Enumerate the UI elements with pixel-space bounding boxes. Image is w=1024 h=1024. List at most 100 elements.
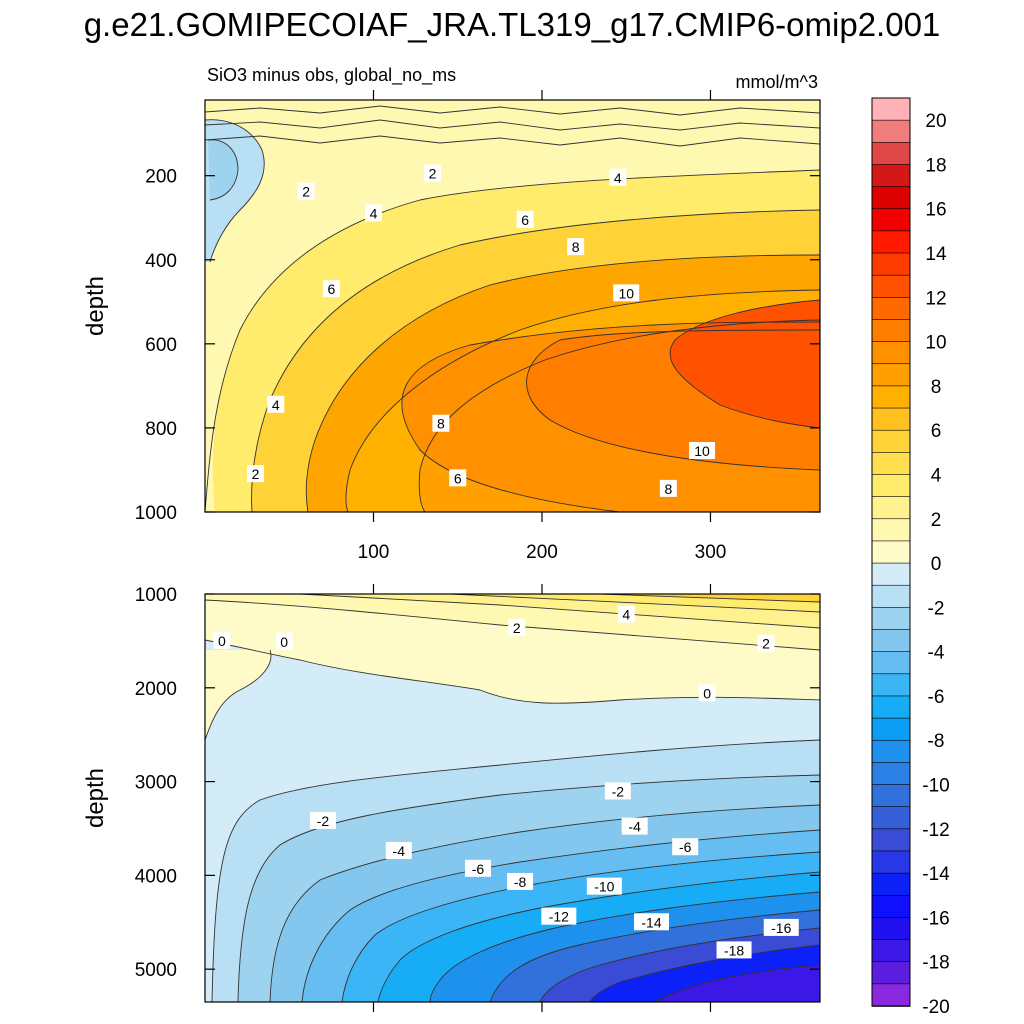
colorbar-swatch [871,274,911,299]
colorbar-label: 6 [931,421,942,442]
colorbar-swatch [871,208,911,232]
contour-label: 10 [618,285,634,301]
colorbar-label: 8 [931,377,942,398]
colorbar-swatch [871,452,911,476]
colorbar-swatch [871,252,911,276]
bottom-ylabel: depth [82,768,109,828]
x-tick-label: 300 [695,542,727,563]
contour-label-bg [309,811,336,829]
contour-label-bg [322,280,340,298]
colorbar-swatch [871,164,911,188]
contour-label-bg [508,618,526,636]
top-contour-labels: 2 2 2 4 4 4 6 6 6 8 8 8 10 10 [247,164,716,497]
contour-label: 6 [327,281,335,297]
contour-label: 4 [272,397,280,413]
colorbar-swatch [871,894,911,919]
contour-label-bg [567,238,585,256]
colorbar-label: 18 [925,155,946,176]
colorbar-label: -16 [922,908,949,929]
contour-label: -6 [472,861,485,877]
colorbar-swatch [871,363,911,387]
y-tick-label: 400 [145,251,177,272]
contour-label-bg [213,631,231,649]
contour-label: 4 [370,206,378,222]
contour-label-bg [541,907,577,925]
colorbar-swatch [871,407,911,431]
colorbar-swatch [871,474,911,498]
contour-label: -8 [514,874,527,890]
colorbar-swatch [871,186,911,210]
colorbar-swatch [871,230,911,254]
contour-label-bg [464,859,491,877]
contour-label-bg [757,634,775,652]
colorbar-swatch [871,917,911,941]
contour-label-bg [698,684,716,702]
contour-label-bg [672,838,699,856]
colorbar-swatch [871,651,911,675]
colorbar-label: -8 [928,731,945,752]
colorbar-swatch [871,673,911,697]
colorbar-swatch [871,562,911,587]
colorbar-label: 20 [925,111,946,132]
contour-label: 4 [614,170,622,186]
top-axis-ticks: 200 400 600 800 1000 100 200 300 [135,90,820,563]
colorbar-swatch [871,939,911,963]
contour-label-bg [621,817,648,835]
colorbar-swatch [871,717,911,742]
contour-label: -16 [771,920,791,936]
colorbar-swatch [871,141,911,166]
x-tick-label: 200 [526,542,558,563]
colorbar-label: -20 [922,997,949,1018]
contour-label-bg [432,414,450,432]
colorbar-label: 2 [931,510,942,531]
x-tick-label: 100 [358,542,390,563]
colorbar-swatch [871,784,911,808]
y-tick-label: 5000 [135,960,177,981]
contour-label: 4 [622,607,630,623]
contour-label: -2 [612,783,625,799]
y-tick-label: 800 [145,419,177,440]
contour-label: -14 [641,914,661,930]
colorbar-swatch [871,385,911,409]
contour-label: 0 [218,633,226,649]
contour-label: -12 [549,909,569,925]
colorbar-frame [871,97,911,1007]
contour-label: -10 [594,879,614,895]
colorbar-label: -10 [922,776,949,797]
y-tick-label: 600 [145,335,177,356]
contour-label: 10 [694,443,710,459]
colorbar-label: -18 [922,953,949,974]
colorbar-swatch [871,119,911,144]
colorbar-swatch [871,607,911,631]
colorbar-swatch [871,341,911,365]
y-tick-label: 3000 [135,773,177,794]
contour-label: -4 [628,819,641,835]
contour-label-bg [609,168,627,186]
colorbar-swatch [871,961,911,985]
bottom-contour-labels: 4 2 2 0 0 0 -2 -2 -4 -4 -6 -6 -8 -10 -12 -14 -16 -18 [213,605,799,959]
colorbar-swatch [871,629,911,653]
bottom-contour-fill [205,594,820,1002]
colorbar-swatch [871,828,911,852]
top-subtitle-right: mmol/m^3 [736,72,818,92]
colorbar-swatch [871,739,911,764]
colorbar-swatch [871,429,911,454]
contour-label: 2 [762,636,770,652]
y-tick-label: 200 [145,167,177,188]
contour-label: -18 [724,942,744,958]
contour-label-bg [423,164,441,182]
colorbar-swatch [871,806,911,830]
colorbar-label: 4 [931,465,942,486]
contour-label: 2 [252,466,260,482]
colorbar-label: 0 [931,554,942,575]
y-tick-label: 1000 [135,503,177,524]
colorbar-swatch [871,97,911,121]
colorbar-label: -4 [928,643,945,664]
contour-label-bg [385,841,412,859]
y-tick-label: 1000 [135,585,177,606]
colorbar-swatch [871,695,911,719]
contour-label: 2 [302,184,310,200]
